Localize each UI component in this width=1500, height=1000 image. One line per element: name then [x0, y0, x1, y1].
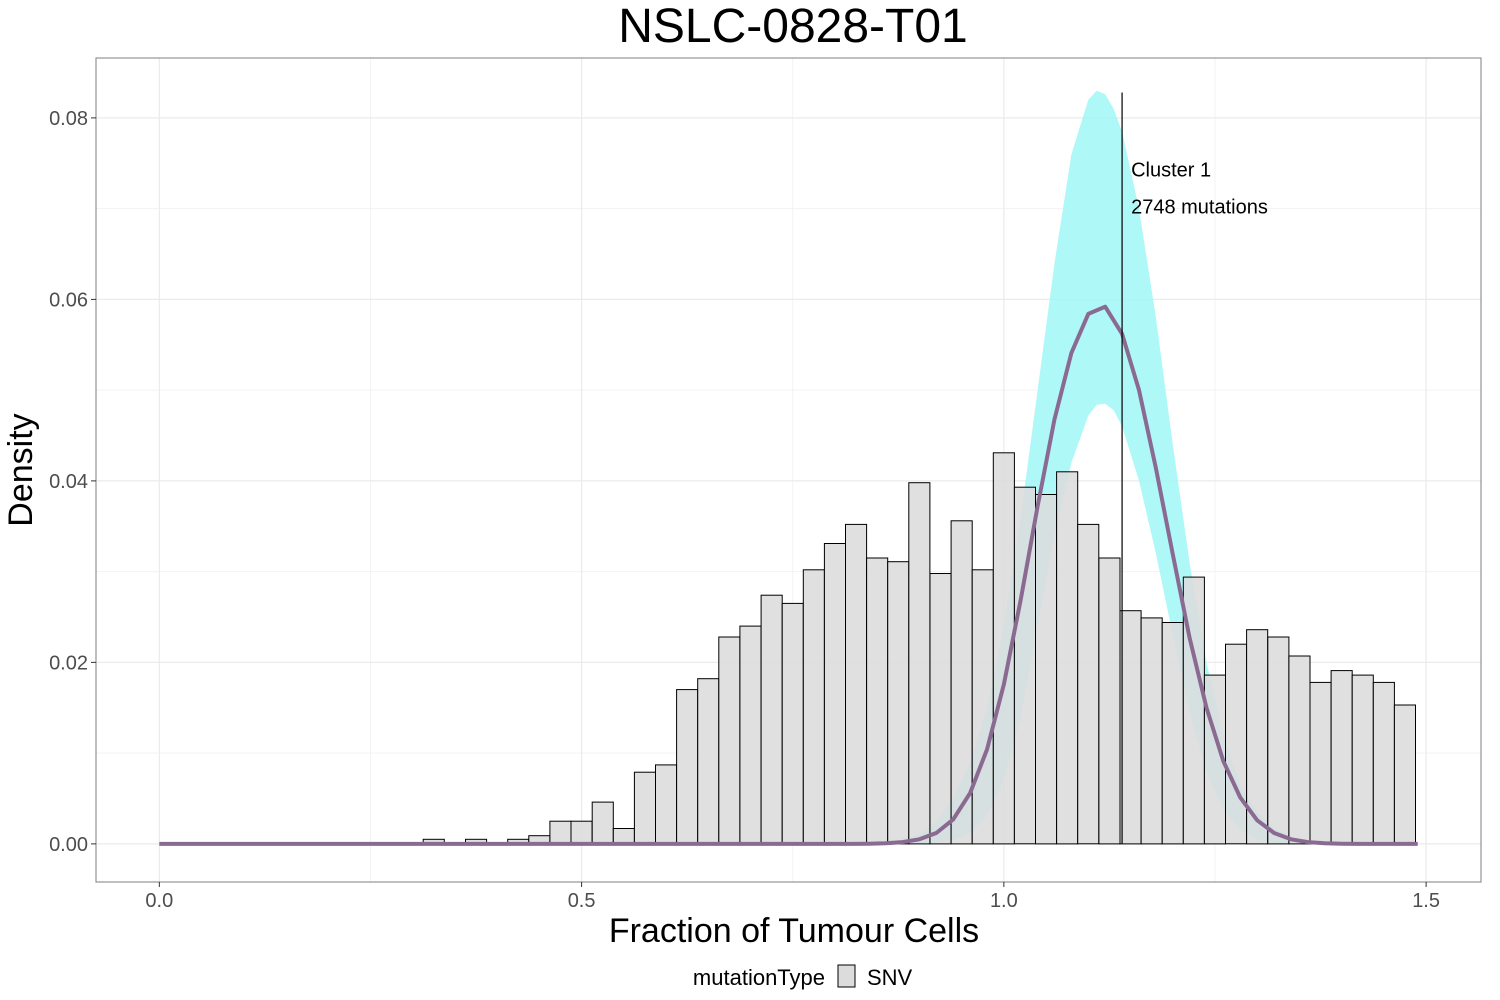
histogram-bar	[570, 820, 593, 845]
legend-swatch-snv	[837, 964, 856, 988]
histogram-bar	[1288, 655, 1311, 845]
histogram-bar	[1309, 681, 1332, 845]
y-tick-label: 0.00	[49, 834, 88, 856]
histogram-bar	[823, 543, 847, 845]
x-axis-title: Fraction of Tumour Cells	[609, 912, 979, 950]
histogram-bar	[845, 523, 868, 845]
histogram-bar	[676, 689, 699, 845]
histogram-bar	[1393, 704, 1417, 845]
histogram-bar	[1372, 681, 1395, 845]
histogram-bars	[422, 452, 1417, 845]
histogram-bar	[1351, 674, 1374, 845]
x-tick-label: 1.0	[990, 890, 1018, 912]
density-curve-layer	[159, 304, 1418, 846]
legend-title: mutationType	[693, 965, 825, 990]
histogram-bar	[655, 764, 678, 845]
histogram-bar	[908, 482, 931, 845]
histogram-bar	[1077, 523, 1100, 845]
histogram-bar	[1140, 617, 1163, 845]
density-curve	[159, 304, 1418, 846]
y-tick-label: 0.06	[49, 289, 88, 311]
plot-panel-border	[95, 57, 1482, 883]
histogram-bar	[1267, 636, 1290, 845]
y-axis-title: Density	[2, 413, 40, 526]
histogram-bar	[760, 594, 783, 845]
x-tick-label: 0.0	[145, 890, 173, 912]
histogram-bar	[1056, 471, 1079, 845]
histogram-bar	[971, 569, 994, 845]
histogram-bar	[1225, 643, 1248, 845]
histogram-bar	[1035, 494, 1058, 845]
chart-title: NSLC-0828-T01	[618, 0, 968, 53]
histogram-bar	[781, 602, 804, 845]
histogram-bar	[633, 771, 657, 845]
histogram-bar	[929, 573, 952, 845]
y-tick-label: 0.08	[49, 108, 88, 130]
legend: mutationType SNV	[693, 964, 913, 990]
histogram-bar	[739, 625, 762, 845]
histogram-bar	[802, 569, 825, 845]
histogram-bar	[1098, 557, 1121, 845]
cluster-count-label: 2748 mutations	[1131, 196, 1268, 218]
histogram-bar	[1161, 622, 1184, 845]
histogram-bar	[591, 801, 614, 845]
histogram-bar	[1119, 610, 1142, 845]
histogram-bar	[866, 557, 889, 845]
cluster-annotation: Cluster 1 2748 mutations	[1121, 92, 1268, 844]
histogram-bar	[612, 828, 635, 845]
x-tick-label: 0.5	[568, 890, 596, 912]
histogram-bar	[1330, 670, 1353, 845]
y-tick-label: 0.04	[49, 471, 88, 493]
y-axis-ticks: 0.00 0.02 0.04 0.06 0.08	[49, 108, 96, 856]
histogram-bar	[697, 678, 720, 845]
histogram-bar	[549, 820, 572, 845]
x-axis-ticks: 0.0 0.5 1.0 1.5	[145, 882, 1440, 912]
x-tick-label: 1.5	[1412, 890, 1440, 912]
y-tick-label: 0.02	[49, 652, 88, 674]
histogram-bar	[718, 636, 741, 845]
legend-label-snv: SNV	[867, 965, 913, 990]
histogram-bar	[887, 561, 910, 845]
cluster-label: Cluster 1	[1131, 159, 1211, 181]
